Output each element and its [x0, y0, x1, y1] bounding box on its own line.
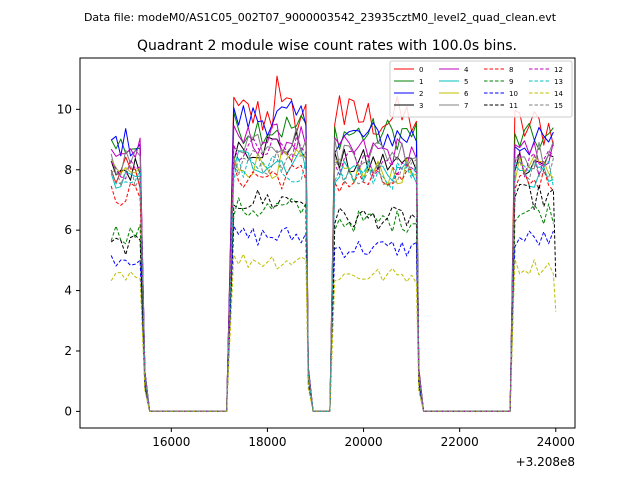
- axes-frame: [79, 57, 576, 429]
- series-line-15: [110, 149, 554, 412]
- legend-label-15: 15: [554, 102, 563, 110]
- axes: 16000 18000 20000 22000 24000 0 2 4 6 8 10: [57, 102, 575, 449]
- legend-label-14: 14: [554, 90, 563, 98]
- legend-label-1: 1: [419, 78, 423, 86]
- y-tick-label: 10: [57, 102, 72, 116]
- x-tick-label: 20000: [344, 435, 382, 449]
- y-tick-label: 8: [64, 163, 72, 177]
- legend-label-7: 7: [464, 102, 468, 110]
- x-tick-label: 22000: [441, 435, 479, 449]
- x-offset-label: +3.208e8: [516, 455, 575, 469]
- legend-label-6: 6: [464, 90, 469, 98]
- x-tick-label: 16000: [152, 435, 190, 449]
- y-tick-label: 2: [64, 344, 72, 358]
- legend-label-10: 10: [509, 90, 518, 98]
- y-tick-label: 6: [64, 223, 72, 237]
- legend-label-3: 3: [419, 102, 423, 110]
- legend-label-11: 11: [509, 102, 518, 110]
- legend-label-5: 5: [464, 78, 468, 86]
- x-tick-label: 18000: [248, 435, 286, 449]
- figure-suptitle: Data file: modeM0/AS1C05_002T07_90000035…: [84, 11, 557, 24]
- legend-label-4: 4: [464, 66, 469, 74]
- y-tick-label: 0: [64, 404, 72, 418]
- legend-label-13: 13: [554, 78, 563, 86]
- legend-label-9: 9: [509, 78, 513, 86]
- legend-label-2: 2: [419, 90, 423, 98]
- legend-box: [389, 60, 573, 118]
- legend-label-0: 0: [419, 66, 423, 74]
- chart-title: Quadrant 2 module wise count rates with …: [137, 38, 517, 54]
- y-tick-label: 4: [64, 284, 72, 298]
- plot-area: [110, 75, 557, 412]
- legend-label-8: 8: [509, 66, 513, 74]
- legend-label-12: 12: [554, 66, 563, 74]
- x-tick-label: 24000: [537, 435, 575, 449]
